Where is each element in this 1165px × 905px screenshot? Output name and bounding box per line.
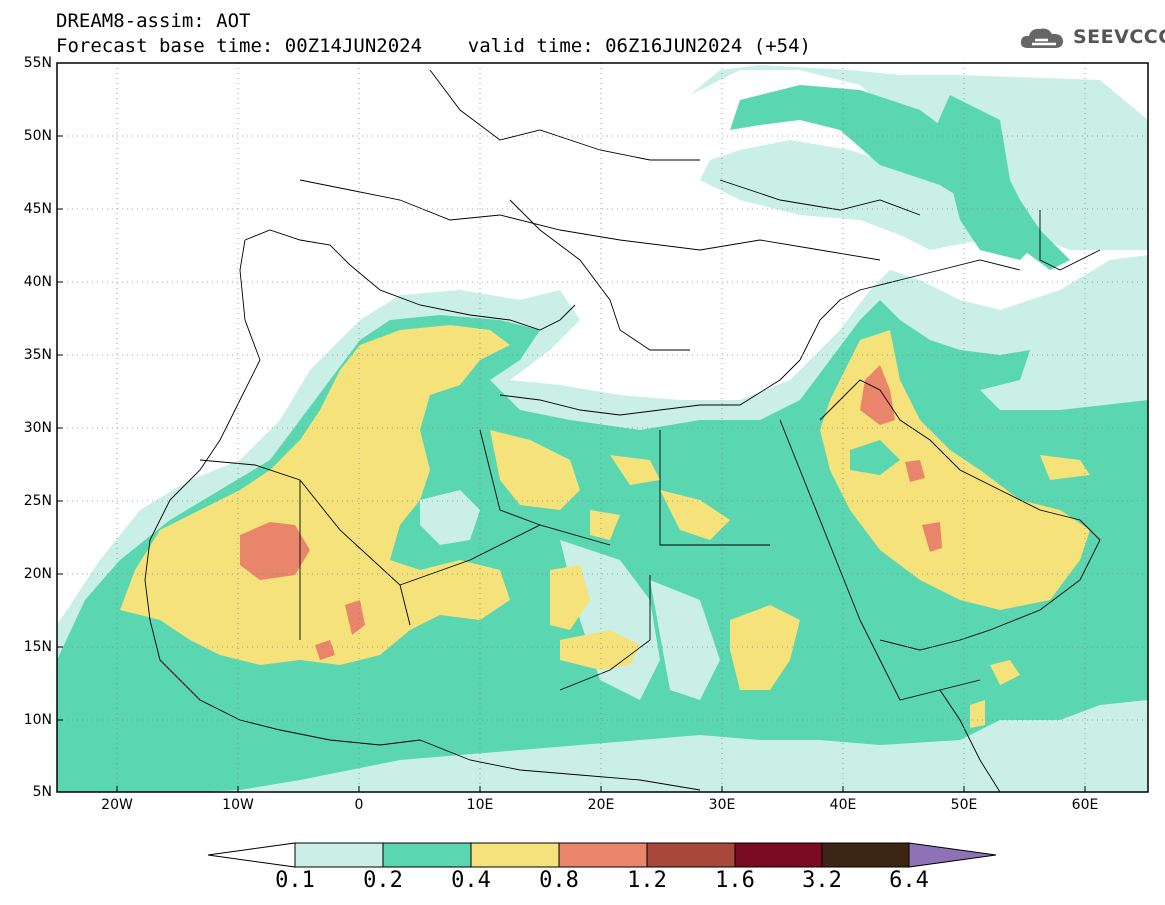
aot-contour-0-4: [120, 325, 510, 665]
lon-label: 30E: [708, 797, 736, 813]
colorbar-label: 0.1: [275, 868, 315, 893]
lon-label: 50E: [950, 797, 978, 813]
lon-label: 20E: [587, 797, 615, 813]
lat-label: 50N: [23, 128, 52, 144]
colorbar-label: 0.8: [539, 868, 579, 893]
colorbar-label: 0.4: [451, 868, 491, 893]
logo-text: SEEVCCC: [1073, 26, 1165, 48]
lon-label: 0: [354, 797, 364, 813]
lat-label: 30N: [23, 420, 52, 436]
colorbar-segment: [646, 842, 736, 868]
lat-label: 15N: [23, 639, 52, 655]
lon-label: 10W: [222, 797, 254, 813]
colorbar-label: 0.2: [363, 868, 403, 893]
colorbar-segment: [382, 842, 472, 868]
colorbar-segment: [734, 842, 823, 868]
lat-label: 10N: [23, 712, 52, 728]
cloud-icon: [1020, 28, 1063, 48]
colorbar-arrow-low: [207, 842, 296, 868]
colorbar-segment: [470, 842, 560, 868]
lon-label: 20W: [101, 797, 133, 813]
colorbar-segment: [294, 842, 384, 868]
colorbar-label: 1.2: [627, 868, 667, 893]
aot-contour-0-8: [240, 522, 310, 580]
lat-label: 25N: [23, 493, 52, 509]
colorbar-segment: [821, 842, 910, 868]
lat-label: 40N: [23, 274, 52, 290]
colorbar-label: 6.4: [889, 868, 929, 893]
lat-label: 5N: [32, 784, 52, 800]
map-subtitle: Forecast base time: 00Z14JUN2024 valid t…: [56, 35, 811, 57]
colorbar-label: 3.2: [802, 868, 842, 893]
lon-label: 40E: [829, 797, 857, 813]
lat-label: 35N: [23, 347, 52, 363]
lat-label: 55N: [23, 55, 52, 71]
colorbar-segment: [558, 842, 648, 868]
lat-label: 45N: [23, 201, 52, 217]
colorbar-arrow-high: [908, 842, 997, 868]
lat-label: 20N: [23, 566, 52, 582]
lon-label: 60E: [1071, 797, 1099, 813]
colorbar-label: 1.6: [715, 868, 755, 893]
lon-label: 10E: [466, 797, 494, 813]
map-title: DREAM8-assim: AOT: [56, 10, 251, 32]
